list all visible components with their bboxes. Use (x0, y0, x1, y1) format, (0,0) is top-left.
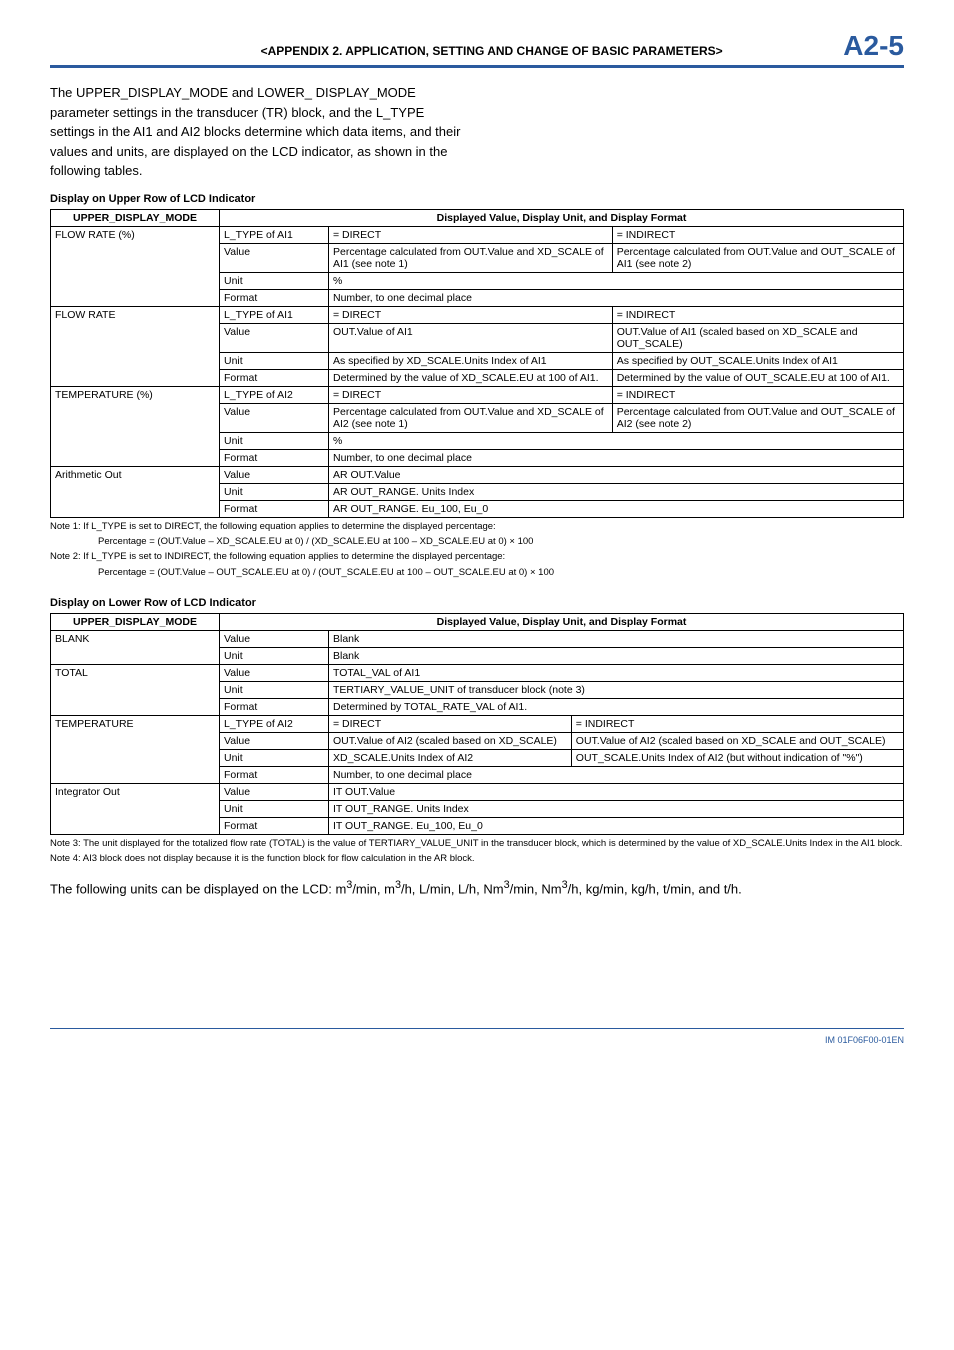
lower-row-table: UPPER_DISPLAY_MODE Displayed Value, Disp… (50, 613, 904, 835)
row-label: Value (220, 243, 329, 272)
footer-rule (50, 1028, 904, 1029)
cell: Percentage calculated from OUT.Value and… (612, 403, 903, 432)
mode-cell: TOTAL (51, 664, 220, 715)
row-label: Unit (220, 352, 329, 369)
note-1: Note 1: If L_TYPE is set to DIRECT, the … (50, 521, 904, 533)
row-label: Unit (220, 681, 329, 698)
cell: IT OUT_RANGE. Units Index (329, 800, 904, 817)
cell: = INDIRECT (612, 306, 903, 323)
cell: % (329, 272, 904, 289)
row-label: Unit (220, 749, 329, 766)
row-label: Unit (220, 483, 329, 500)
note-2-eq: Percentage = (OUT.Value – OUT_SCALE.EU a… (50, 567, 904, 579)
cell: Percentage calculated from OUT.Value and… (329, 403, 613, 432)
row-label: L_TYPE of AI1 (220, 306, 329, 323)
row-label: L_TYPE of AI1 (220, 226, 329, 243)
cell: = DIRECT (329, 306, 613, 323)
page-number: A2-5 (843, 30, 904, 62)
cell: = DIRECT (329, 226, 613, 243)
page-header: <APPENDIX 2. APPLICATION, SETTING AND CH… (50, 30, 904, 68)
row-label: Value (220, 664, 329, 681)
note-1-eq: Percentage = (OUT.Value – XD_SCALE.EU at… (50, 536, 904, 548)
cell: OUT.Value of AI1 (scaled based on XD_SCA… (612, 323, 903, 352)
th-disp: Displayed Value, Display Unit, and Displ… (220, 209, 904, 226)
row-label: Format (220, 289, 329, 306)
th-mode: UPPER_DISPLAY_MODE (51, 613, 220, 630)
mode-cell: TEMPERATURE (51, 715, 220, 783)
cell: Blank (329, 647, 904, 664)
header-title: <APPENDIX 2. APPLICATION, SETTING AND CH… (140, 44, 843, 58)
row-label: Format (220, 766, 329, 783)
row-label: Format (220, 449, 329, 466)
cell: = INDIRECT (612, 226, 903, 243)
cell: As specified by XD_SCALE.Units Index of … (329, 352, 613, 369)
cell: TERTIARY_VALUE_UNIT of transducer block … (329, 681, 904, 698)
row-label: Value (220, 630, 329, 647)
cell: OUT.Value of AI2 (scaled based on XD_SCA… (329, 732, 572, 749)
th-mode: UPPER_DISPLAY_MODE (51, 209, 220, 226)
mode-cell: BLANK (51, 630, 220, 664)
intro-text: The UPPER_DISPLAY_MODE and LOWER_ DISPLA… (50, 83, 470, 181)
outro-text: The following units can be displayed on … (50, 878, 904, 899)
cell: Blank (329, 630, 904, 647)
row-label: L_TYPE of AI2 (220, 715, 329, 732)
row-label: Value (220, 783, 329, 800)
row-label: Unit (220, 272, 329, 289)
table2-caption: Display on Lower Row of LCD Indicator (50, 597, 904, 609)
row-label: Unit (220, 800, 329, 817)
table1-caption: Display on Upper Row of LCD Indicator (50, 193, 904, 205)
row-label: Format (220, 817, 329, 834)
cell: Number, to one decimal place (329, 766, 904, 783)
cell: = INDIRECT (612, 386, 903, 403)
row-label: Value (220, 466, 329, 483)
cell: Percentage calculated from OUT.Value and… (612, 243, 903, 272)
cell: = INDIRECT (571, 715, 903, 732)
cell: Determined by the value of XD_SCALE.EU a… (329, 369, 613, 386)
cell: Determined by TOTAL_RATE_VAL of AI1. (329, 698, 904, 715)
cell: = DIRECT (329, 715, 572, 732)
cell: XD_SCALE.Units Index of AI2 (329, 749, 572, 766)
note-4: Note 4: AI3 block does not display becau… (50, 853, 904, 865)
cell: Number, to one decimal place (329, 289, 904, 306)
cell: % (329, 432, 904, 449)
cell: AR OUT.Value (329, 466, 904, 483)
th-disp: Displayed Value, Display Unit, and Displ… (220, 613, 904, 630)
row-label: Value (220, 323, 329, 352)
row-label: Format (220, 369, 329, 386)
cell: AR OUT_RANGE. Eu_100, Eu_0 (329, 500, 904, 517)
cell: AR OUT_RANGE. Units Index (329, 483, 904, 500)
mode-cell: FLOW RATE (%) (51, 226, 220, 306)
cell: IT OUT_RANGE. Eu_100, Eu_0 (329, 817, 904, 834)
row-label: Format (220, 500, 329, 517)
row-label: L_TYPE of AI2 (220, 386, 329, 403)
row-label: Format (220, 698, 329, 715)
mode-cell: Arithmetic Out (51, 466, 220, 517)
cell: OUT_SCALE.Units Index of AI2 (but withou… (571, 749, 903, 766)
cell: Percentage calculated from OUT.Value and… (329, 243, 613, 272)
cell: Number, to one decimal place (329, 449, 904, 466)
row-label: Value (220, 403, 329, 432)
mode-cell: TEMPERATURE (%) (51, 386, 220, 466)
mode-cell: FLOW RATE (51, 306, 220, 386)
row-label: Unit (220, 647, 329, 664)
mode-cell: Integrator Out (51, 783, 220, 834)
row-label: Unit (220, 432, 329, 449)
note-2: Note 2: If L_TYPE is set to INDIRECT, th… (50, 551, 904, 563)
upper-row-table: UPPER_DISPLAY_MODE Displayed Value, Disp… (50, 209, 904, 518)
cell: = DIRECT (329, 386, 613, 403)
footer-docid: IM 01F06F00-01EN (50, 1035, 904, 1045)
cell: OUT.Value of AI2 (scaled based on XD_SCA… (571, 732, 903, 749)
cell: OUT.Value of AI1 (329, 323, 613, 352)
cell: TOTAL_VAL of AI1 (329, 664, 904, 681)
cell: Determined by the value of OUT_SCALE.EU … (612, 369, 903, 386)
cell: As specified by OUT_SCALE.Units Index of… (612, 352, 903, 369)
cell: IT OUT.Value (329, 783, 904, 800)
note-3: Note 3: The unit displayed for the total… (50, 838, 904, 850)
row-label: Value (220, 732, 329, 749)
